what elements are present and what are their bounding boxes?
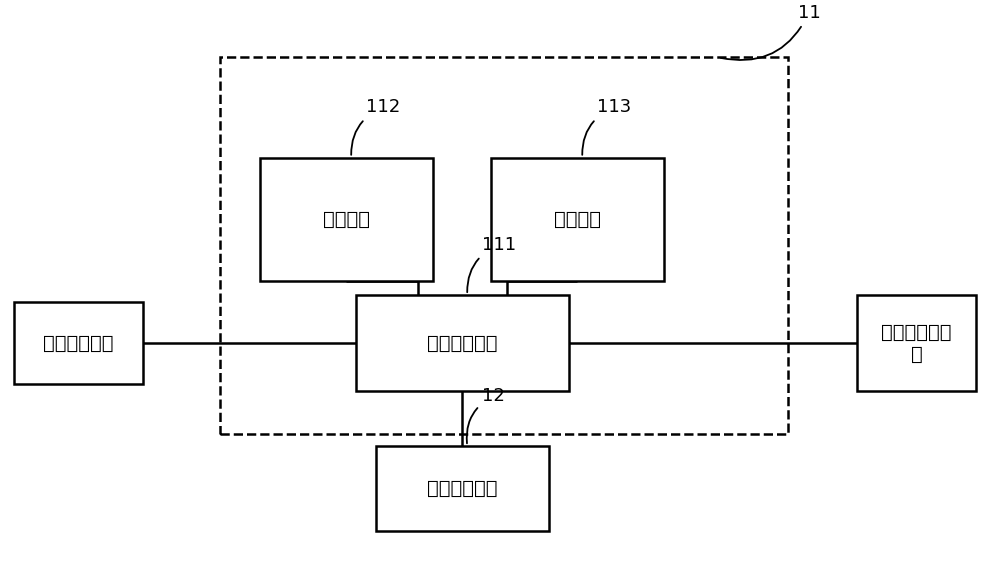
- Text: 12: 12: [467, 387, 505, 443]
- Text: 降压电路: 降压电路: [554, 210, 601, 229]
- Bar: [491, 158, 664, 281]
- Bar: [356, 295, 569, 391]
- Text: 整流滤波电路: 整流滤波电路: [43, 334, 114, 353]
- Text: 电压采样电路: 电压采样电路: [427, 479, 498, 498]
- Bar: [260, 158, 433, 281]
- Text: 升压电路: 升压电路: [323, 210, 370, 229]
- Text: 电压选择电路: 电压选择电路: [427, 334, 498, 353]
- Text: 发光二极管单
元: 发光二极管单 元: [881, 323, 952, 364]
- Text: 113: 113: [582, 98, 631, 155]
- Text: 111: 111: [467, 236, 516, 292]
- Bar: [376, 446, 549, 531]
- Text: 112: 112: [351, 98, 400, 155]
- Bar: [857, 295, 976, 391]
- Bar: [14, 302, 143, 384]
- Text: 11: 11: [721, 3, 820, 60]
- Bar: [220, 57, 788, 434]
